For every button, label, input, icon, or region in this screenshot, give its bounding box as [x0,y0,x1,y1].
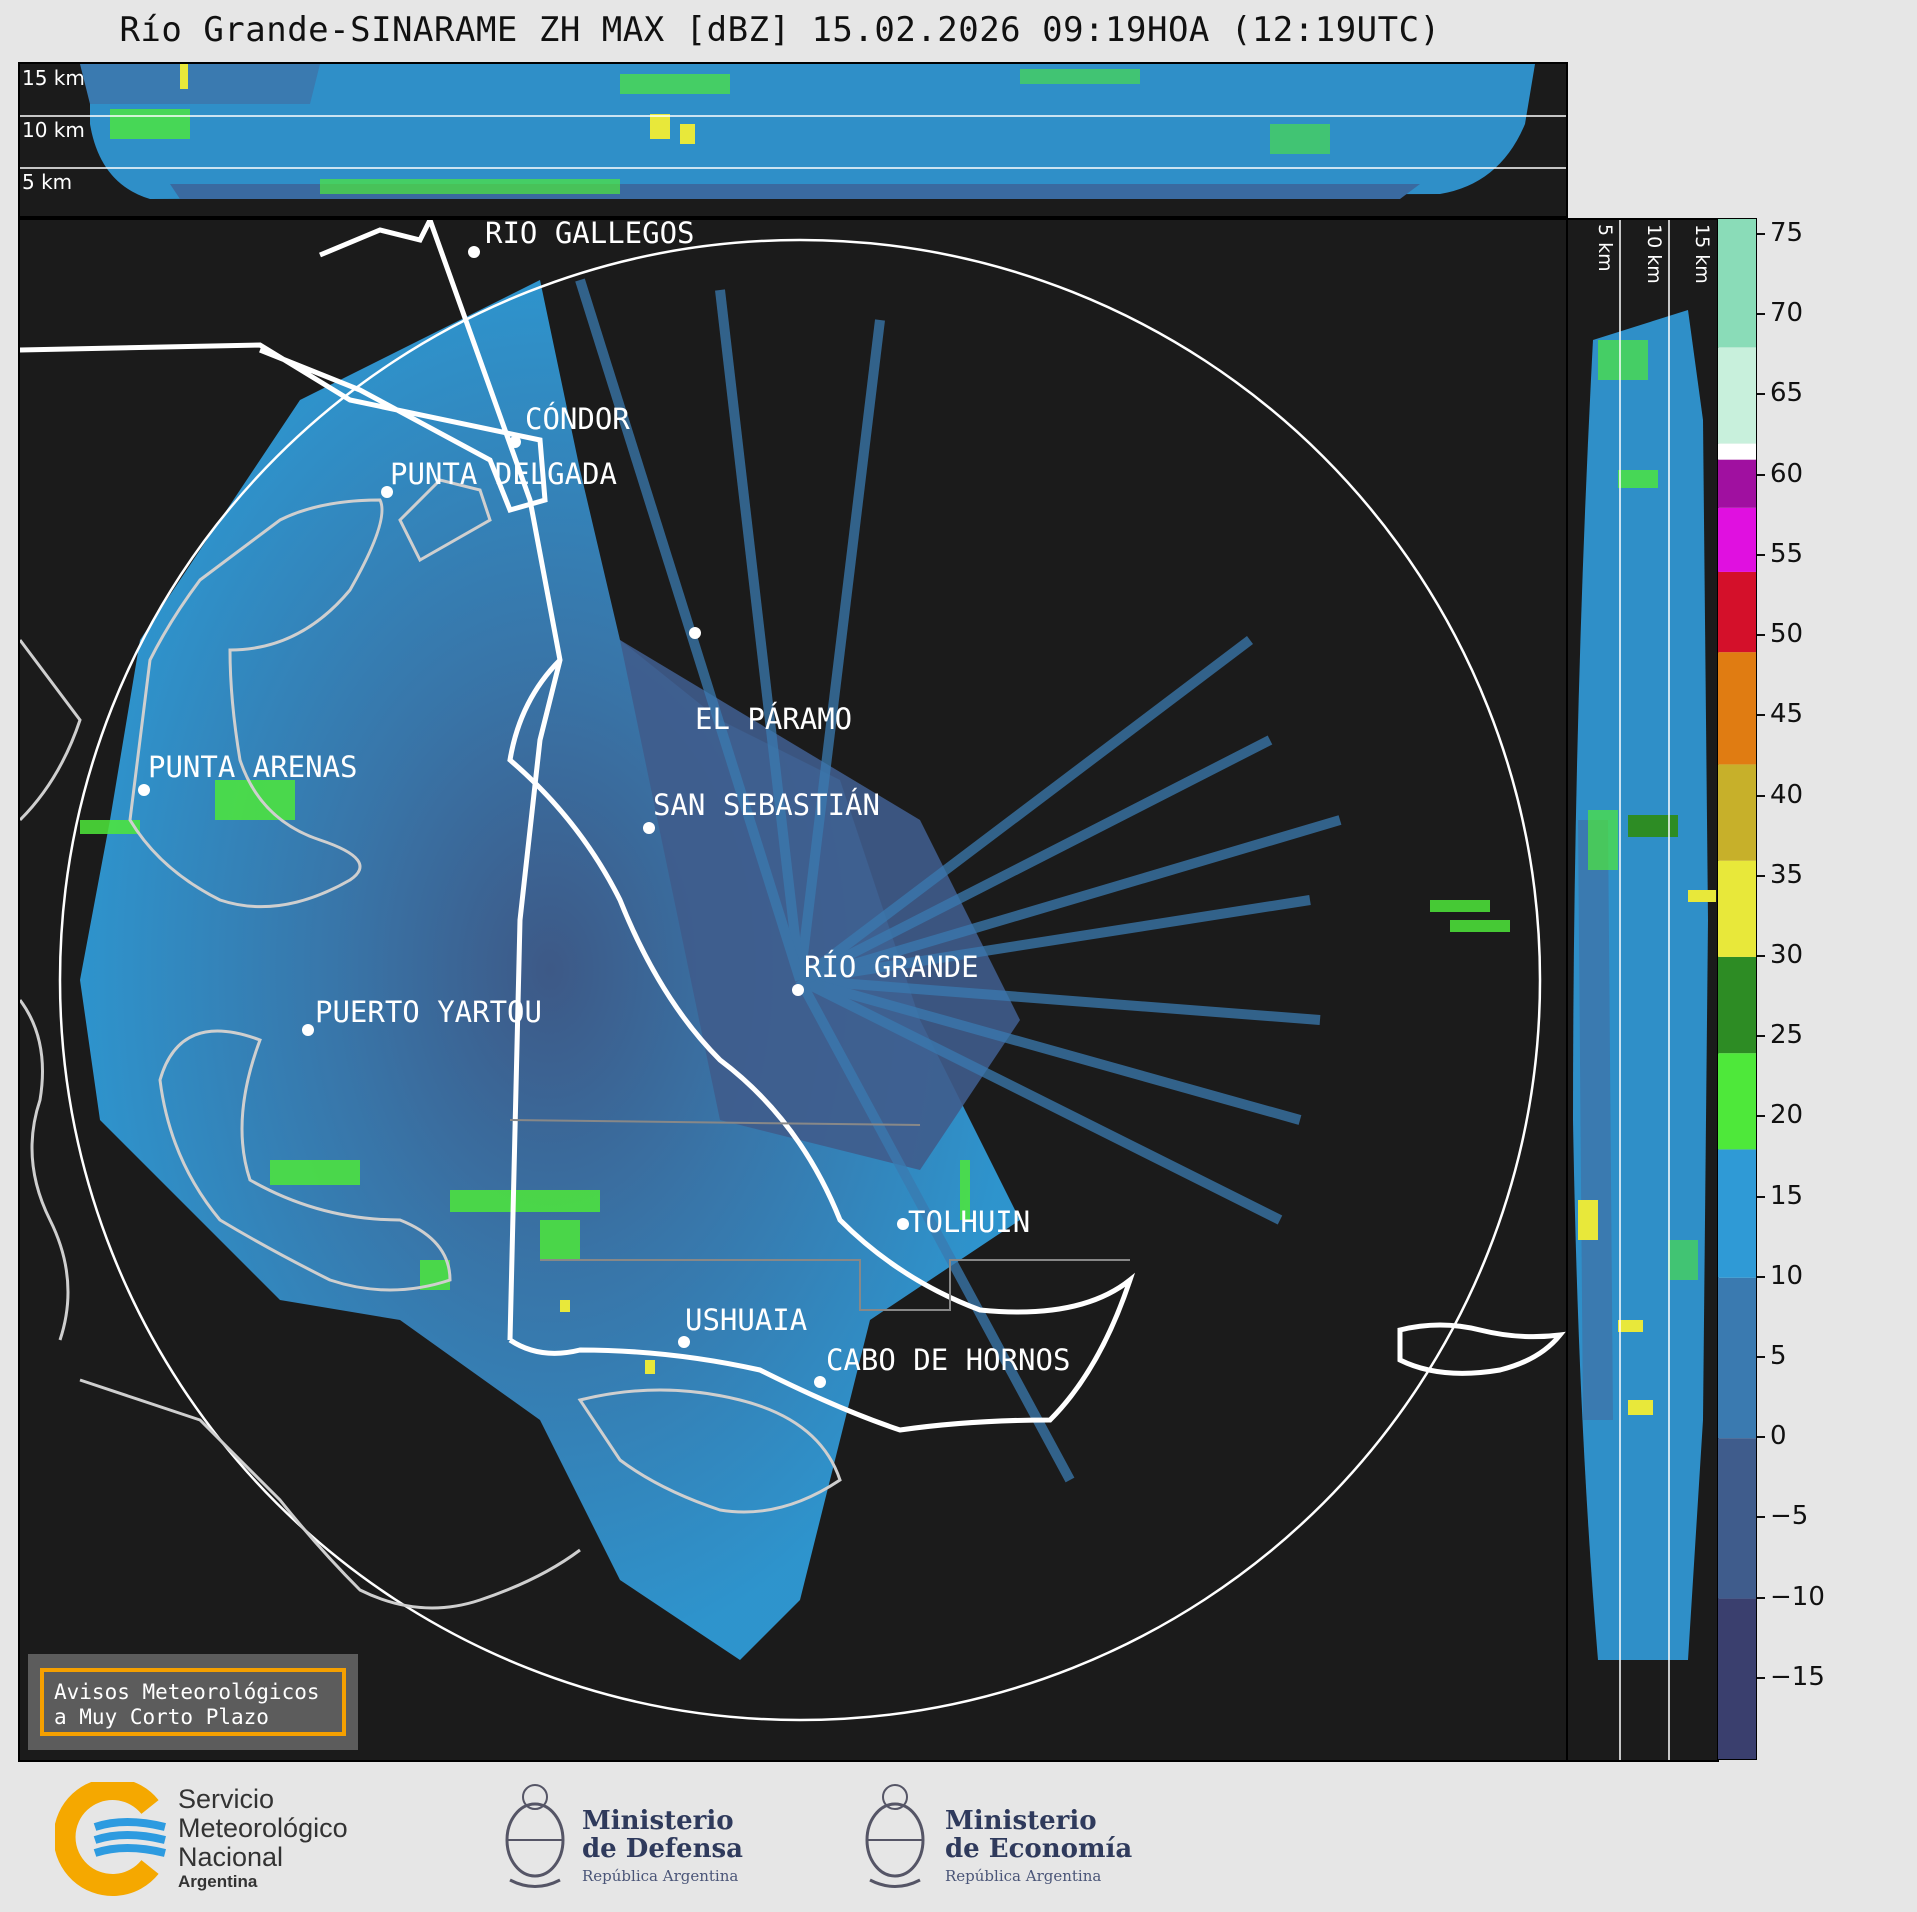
colorbar-tickmark [1757,1355,1765,1358]
smn-line-4: Argentina [178,1872,258,1891]
economia-line-2: de Economía [945,1834,1133,1864]
city-label-san-sebastian: SAN SEBASTIÁN [653,788,880,822]
colorbar-tickmark [1757,634,1765,637]
city-label-rio-grande: RÍO GRANDE [804,950,979,984]
height-label-5km: 5 km [22,170,73,194]
city-label-puerto-yartou: PUERTO YARTOU [315,995,542,1029]
economia-line-3: República Argentina [945,1867,1102,1885]
colorbar-tickmark [1757,1275,1765,1278]
colorbar-tick-label: 30 [1770,939,1804,970]
colorbar-tick-label: 15 [1770,1180,1804,1211]
colorbar-tickmark [1757,1676,1765,1679]
radar-reflectivity-layer [20,220,1566,1722]
colorbar-tickmark [1757,313,1765,316]
smn-line-2: Meteorológico [178,1813,348,1843]
colorbar-tick-label: 55 [1770,538,1804,569]
colorbar-tick-label: 45 [1770,699,1804,730]
colorbar-tick-label: 75 [1770,218,1804,249]
colorbar-band-0 [1718,1598,1756,1759]
city-label-punta-arenas: PUNTA ARENAS [148,750,358,784]
colorbar-band-3 [1718,1149,1756,1278]
city-label-cabo-de-hornos: CABO DE HORNOS [826,1343,1071,1377]
colorbar-tickmark [1757,233,1765,236]
colorbar-tickmark [1757,1516,1765,1519]
warning-line-1: Avisos Meteorológicos [54,1680,320,1704]
colorbar-band-14 [1718,219,1756,348]
warning-line-2: a Muy Corto Plazo [54,1705,269,1729]
economia-line-1: Ministerio [945,1806,1097,1836]
colorbar-tick-label: 25 [1770,1020,1804,1051]
warning-info-box: Avisos Meteorológicos a Muy Corto Plazo [28,1654,358,1750]
colorbar-band-2 [1718,1277,1756,1439]
colorbar-tickmark [1757,874,1765,877]
colorbar-tickmark [1757,1115,1765,1118]
city-label-condor: CÓNDOR [525,402,630,436]
side-height-profile-panel: 5 km 10 km 15 km [1566,218,1719,1762]
side-profile-echoes [1573,220,1716,1760]
city-label-el-paramo: EL PÁRAMO [695,702,853,736]
colorbar-tickmark [1757,473,1765,476]
colorbar-band-6 [1718,860,1756,957]
colorbar-tickmark [1757,1035,1765,1038]
colorbar-tickmark [1757,954,1765,957]
colorbar-tickmark [1757,1596,1765,1599]
smn-logo-text: Servicio Meteorológico Nacional Argentin… [178,1785,348,1892]
colorbar-tick-label: 65 [1770,378,1804,409]
reflectivity-colorbar [1717,218,1757,1760]
colorbar-tick-label: 35 [1770,859,1804,890]
map-title: Río Grande-SINARAME ZH MAX [dBZ] 15.02.2… [119,10,1441,50]
colorbar-band-9 [1718,571,1756,653]
city-label-punta-delgada: PUNTA DELGADA [390,457,617,491]
argentina-shield-icon-2 [865,1784,925,1888]
argentina-shield-icon [505,1784,565,1888]
colorbar-band-8 [1718,652,1756,765]
top-profile-echoes [20,64,1566,199]
colorbar-band-12 [1718,443,1756,460]
colorbar-tick-label: 70 [1770,298,1804,329]
defensa-line-1: Ministerio [582,1806,734,1836]
colorbar-band-4 [1718,1053,1756,1150]
side-height-label-5km: 5 km [1594,224,1616,272]
top-height-profile-panel: 15 km 10 km 5 km [18,62,1568,218]
colorbar-tickmark [1757,1195,1765,1198]
colorbar-band-10 [1718,507,1756,572]
colorbar-tick-label: 5 [1770,1340,1787,1371]
colorbar-band-7 [1718,764,1756,861]
colorbar-tick-label: 10 [1770,1260,1804,1291]
smn-line-3: Nacional [178,1842,284,1872]
colorbar-tick-label: 0 [1770,1421,1787,1452]
colorbar-tick-label: −10 [1770,1581,1825,1612]
colorbar-tickmark [1757,794,1765,797]
colorbar-band-1 [1718,1438,1756,1599]
colorbar-tick-label: −15 [1770,1661,1825,1692]
colorbar-bands [1718,219,1756,1759]
colorbar-band-13 [1718,347,1756,444]
colorbar-tickmark [1757,714,1765,717]
colorbar-tickmark [1757,393,1765,396]
colorbar-tickmark [1757,1436,1765,1439]
city-label-tolhuin: TOLHUIN [908,1205,1031,1239]
colorbar-tickmark [1757,553,1765,556]
colorbar-band-11 [1718,459,1756,508]
colorbar-tick-label: 50 [1770,619,1804,650]
colorbar-band-5 [1718,956,1756,1054]
colorbar-tick-label: 20 [1770,1100,1804,1131]
side-height-label-10km: 10 km [1643,224,1665,284]
colorbar-tick-label: −5 [1770,1501,1809,1532]
height-label-15km: 15 km [22,66,85,90]
city-label-rio-gallegos: RÍO GALLEGOS [485,218,695,250]
defensa-line-2: de Defensa [582,1834,743,1864]
height-label-10km: 10 km [22,118,85,142]
range-ring [58,238,1542,1722]
defensa-line-3: República Argentina [582,1867,739,1885]
defensa-logo-text: Ministerio de Defensa República Argentin… [582,1807,743,1885]
city-label-ushuaia: USHUAIA [685,1303,808,1337]
side-height-label-15km: 15 km [1691,224,1713,284]
economia-logo-text: Ministerio de Economía República Argenti… [945,1807,1132,1885]
colorbar-tick-label: 40 [1770,779,1804,810]
smn-line-1: Servicio [178,1784,275,1814]
colorbar-tick-label: 60 [1770,458,1804,489]
smn-logo-icon [55,1782,166,1896]
radar-map-panel: RÍO GALLEGOS CÓNDOR PUNTA DELGADA EL PÁR… [18,218,1568,1762]
